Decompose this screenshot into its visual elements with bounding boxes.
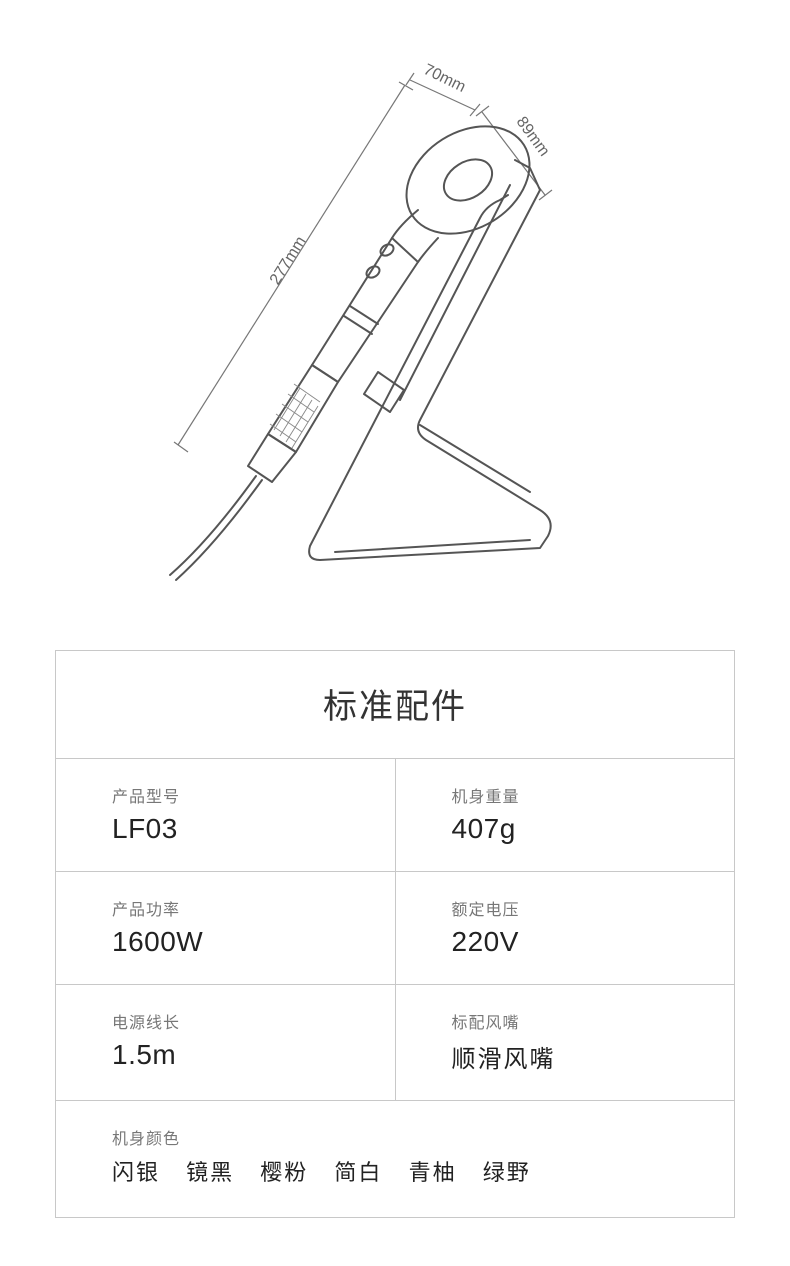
color-option: 闪银 — [112, 1160, 160, 1185]
color-option: 简白 — [334, 1160, 382, 1185]
spec-row: 产品型号 LF03 机身重量 407g — [56, 759, 735, 872]
spec-table-title: 标准配件 — [56, 651, 735, 759]
spec-row-colors: 机身颜色 闪银 镜黑 樱粉 简白 青柚 绿野 — [56, 1101, 735, 1218]
color-option: 青柚 — [409, 1160, 457, 1185]
spec-label: 机身颜色 — [112, 1125, 704, 1149]
spec-row: 电源线长 1.5m 标配风嘴 顺滑风嘴 — [56, 985, 735, 1101]
spec-value: 220V — [452, 926, 705, 958]
color-option: 绿野 — [483, 1160, 531, 1185]
spec-label: 标配风嘴 — [452, 1009, 705, 1033]
spec-table: 标准配件 产品型号 LF03 机身重量 407g 产品功率 1600W 额定电压… — [55, 650, 735, 1218]
spec-label: 产品功率 — [112, 896, 365, 920]
color-option: 樱粉 — [260, 1160, 308, 1185]
spec-value: LF03 — [112, 813, 365, 845]
hairdryer-line-drawing — [0, 0, 790, 610]
spec-value: 1600W — [112, 926, 365, 958]
spec-row: 产品功率 1600W 额定电压 220V — [56, 872, 735, 985]
product-sketch: 277mm 70mm 89mm — [0, 0, 790, 610]
spec-value: 顺滑风嘴 — [452, 1039, 705, 1074]
spec-label: 机身重量 — [452, 783, 705, 807]
spec-colors: 闪银 镜黑 樱粉 简白 青柚 绿野 — [112, 1155, 704, 1187]
spec-value: 1.5m — [112, 1039, 365, 1071]
color-option: 镜黑 — [186, 1160, 234, 1185]
spec-label: 额定电压 — [452, 896, 705, 920]
spec-label: 电源线长 — [112, 1009, 365, 1033]
spec-value: 407g — [452, 813, 705, 845]
spec-label: 产品型号 — [112, 783, 365, 807]
